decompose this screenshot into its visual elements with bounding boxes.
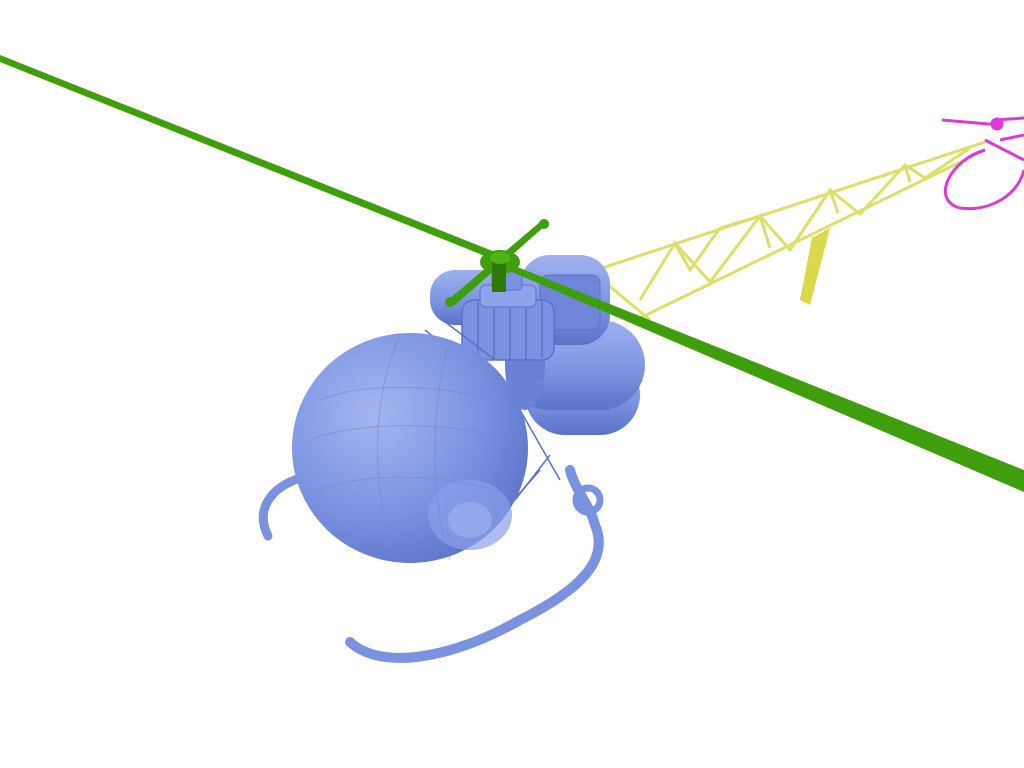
main-rotor bbox=[0, 55, 1024, 492]
landing-skid-left bbox=[258, 473, 305, 541]
tail-rotor bbox=[941, 116, 1024, 211]
skid-mount bbox=[572, 484, 604, 516]
tail-boom bbox=[589, 140, 986, 322]
tail-fin bbox=[800, 228, 830, 305]
landing-skid-right bbox=[345, 465, 604, 663]
cockpit-bubble bbox=[292, 333, 528, 563]
